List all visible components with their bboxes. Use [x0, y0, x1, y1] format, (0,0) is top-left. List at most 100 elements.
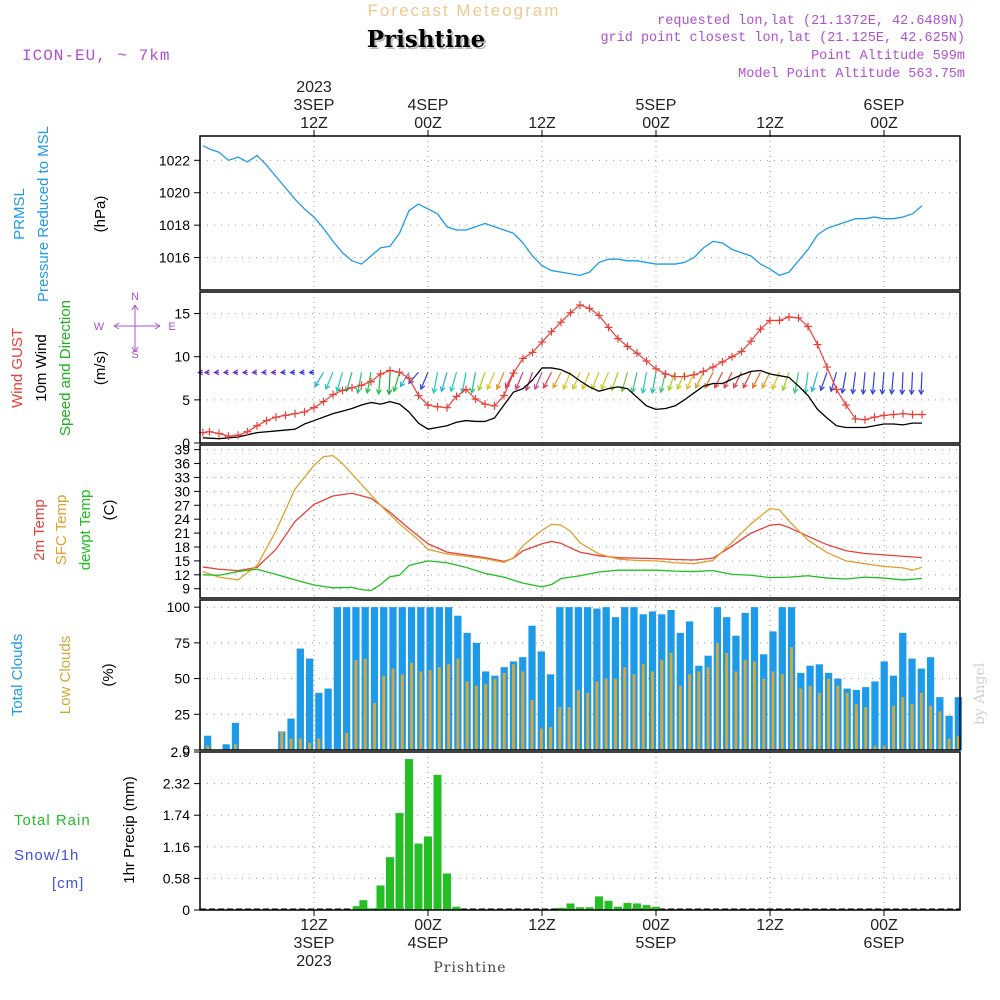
wind-direction-arrow — [591, 372, 600, 390]
rain-bar — [405, 759, 413, 910]
rain-bar — [359, 900, 368, 910]
low-cloud-bar — [233, 744, 237, 750]
compass-w: W — [94, 321, 105, 333]
wind-direction-arrow — [562, 372, 572, 390]
total-cloud-bar — [871, 681, 879, 750]
wind-direction-arrow — [901, 372, 904, 395]
low-cloud-bar — [317, 738, 321, 750]
wind-gust-marker — [300, 407, 309, 416]
low-cloud-bar — [410, 662, 413, 750]
wind-direction-arrowhead — [819, 385, 825, 392]
y-tick-label: 1020 — [159, 185, 190, 201]
wind-gust-marker — [870, 413, 879, 422]
top-time-label: 00Z — [414, 115, 442, 132]
bottom-time-label: 12Z — [300, 917, 328, 934]
y-tick-label: 1.74 — [163, 807, 190, 823]
location-title-shadow: Prishtine — [369, 28, 488, 55]
wind-gust-marker — [509, 369, 518, 378]
panel-wind: 0 5 10 15 — [174, 292, 960, 451]
panel-frame — [199, 291, 961, 444]
wind-direction-arrowhead — [650, 387, 656, 395]
wind-gust-marker — [224, 432, 233, 441]
wind-direction-arrowhead — [386, 389, 393, 396]
low-cloud-bar — [836, 685, 840, 750]
low-clouds-label: Low Clouds — [57, 636, 74, 714]
low-cloud-bar — [864, 707, 868, 750]
y-tick-label: 24 — [174, 511, 190, 527]
wind-label: 10m Wind — [33, 334, 50, 402]
low-cloud-bar — [799, 688, 803, 750]
bottom-time-label: 00Z — [642, 917, 670, 934]
wind-direction-arrowhead — [477, 385, 483, 392]
wind-direction-arrowhead — [298, 369, 305, 376]
location-title: Prishtine — [367, 26, 486, 53]
wind-direction-arrow — [357, 372, 363, 394]
wind-direction-arrow — [450, 372, 458, 392]
low-cloud-bar — [854, 704, 858, 750]
wind-direction-arrowhead — [222, 369, 229, 376]
wind-gust-marker — [405, 374, 413, 383]
wind-direction-arrow — [881, 372, 885, 394]
wind-direction-arrow — [336, 372, 344, 392]
wind-direction-arrowhead — [533, 384, 540, 391]
footer-location: Prishtine — [433, 960, 506, 976]
wind-direction-arrowhead — [289, 369, 296, 376]
low-cloud-bar — [539, 728, 543, 750]
y-tick-label: 0.58 — [163, 870, 190, 886]
rain-bar — [557, 907, 565, 910]
wind-gust-marker — [414, 391, 423, 400]
low-cloud-bar — [827, 678, 831, 750]
low-cloud-bar — [780, 674, 784, 750]
total-cloud-bar — [880, 661, 888, 750]
y-tick-label: 0 — [182, 435, 190, 451]
low-cloud-bar — [354, 660, 358, 750]
y-tick-label: 1016 — [159, 250, 190, 266]
wind-direction-arrowhead — [667, 385, 673, 392]
wind-gust-marker — [785, 313, 793, 322]
wind-gust-marker — [804, 322, 812, 331]
y-tick-label: 0 — [182, 902, 190, 918]
top-time-label: 00Z — [870, 115, 898, 132]
y-tick-label: 27 — [174, 497, 190, 513]
wind-gust-marker — [557, 318, 565, 327]
bottom-time-label: 4SEP — [408, 935, 449, 952]
wind-gust-marker — [243, 427, 252, 436]
dewpt-label: dewpt Temp — [77, 490, 94, 571]
sfc-temp-line — [202, 455, 923, 581]
wind-direction-arrow — [400, 371, 410, 387]
y-tick-label: 2.32 — [163, 776, 190, 792]
y-tick-label: 10 — [174, 349, 190, 365]
panel-frame — [199, 444, 961, 599]
panel-frame — [199, 599, 961, 751]
wind-direction-arrow — [552, 371, 562, 389]
top-time-label: 12Z — [300, 115, 328, 132]
wind-direction-arrow — [752, 371, 762, 389]
low-cloud-bar — [437, 667, 441, 750]
low-cloud-bar — [641, 664, 645, 750]
wind-gust-marker — [585, 304, 594, 313]
wind-direction-arrow — [660, 372, 667, 393]
wind-gust-marker — [576, 300, 584, 309]
wind-direction-arrowhead — [840, 387, 846, 395]
top-time-label: 00Z — [642, 115, 670, 132]
wind-direction-arrowhead — [879, 389, 886, 396]
wind-gust-marker — [642, 357, 651, 366]
wind-direction-arrowhead — [889, 389, 895, 396]
wind-direction-arrow — [525, 372, 534, 391]
wind-gust-marker — [851, 414, 860, 423]
wind-gust-marker — [471, 394, 480, 403]
low-cloud-bar — [660, 660, 664, 750]
low-cloud-bar — [688, 674, 692, 750]
low-cloud-bar — [521, 671, 525, 750]
low-cloud-bar — [530, 700, 534, 750]
rain-bar — [352, 906, 361, 910]
low-cloud-bar — [623, 667, 627, 750]
total-cloud-bar — [333, 607, 342, 750]
y-tick-label: 12 — [174, 567, 190, 583]
low-cloud-bar — [808, 685, 812, 750]
wind-gust-marker — [386, 366, 394, 375]
wind-direction-arrowhead — [260, 369, 267, 376]
wind-gust-marker — [908, 410, 917, 419]
rain-bar — [604, 900, 613, 910]
rain-bar — [376, 885, 385, 910]
